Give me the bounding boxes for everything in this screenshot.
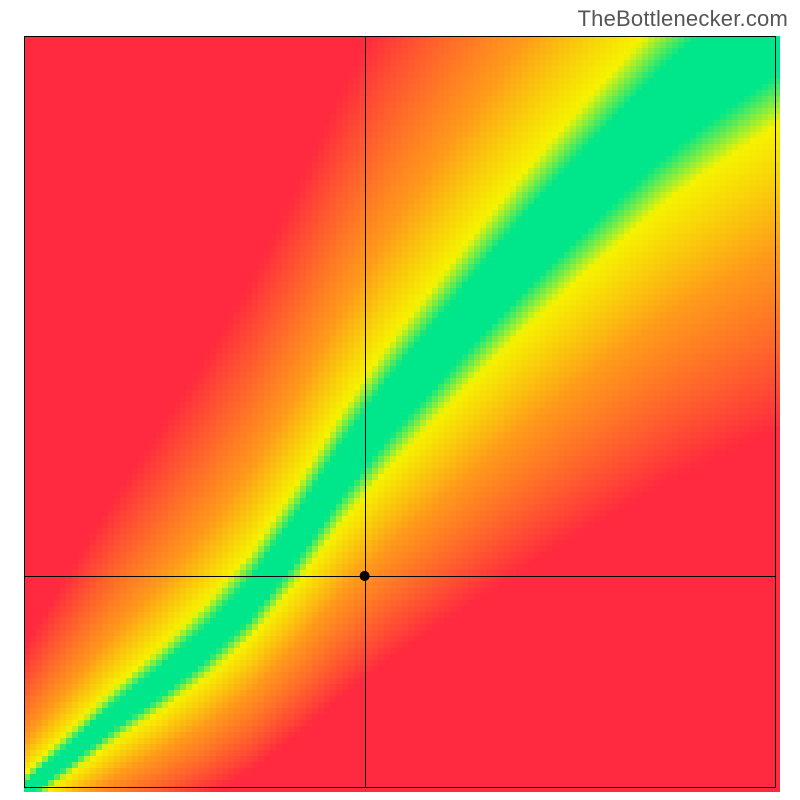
watermark-text: TheBottlenecker.com — [578, 6, 788, 32]
bottleneck-heatmap-canvas — [0, 0, 800, 800]
bottleneck-chart-container: { "canvas": { "width": 800, "height": 80… — [0, 0, 800, 800]
